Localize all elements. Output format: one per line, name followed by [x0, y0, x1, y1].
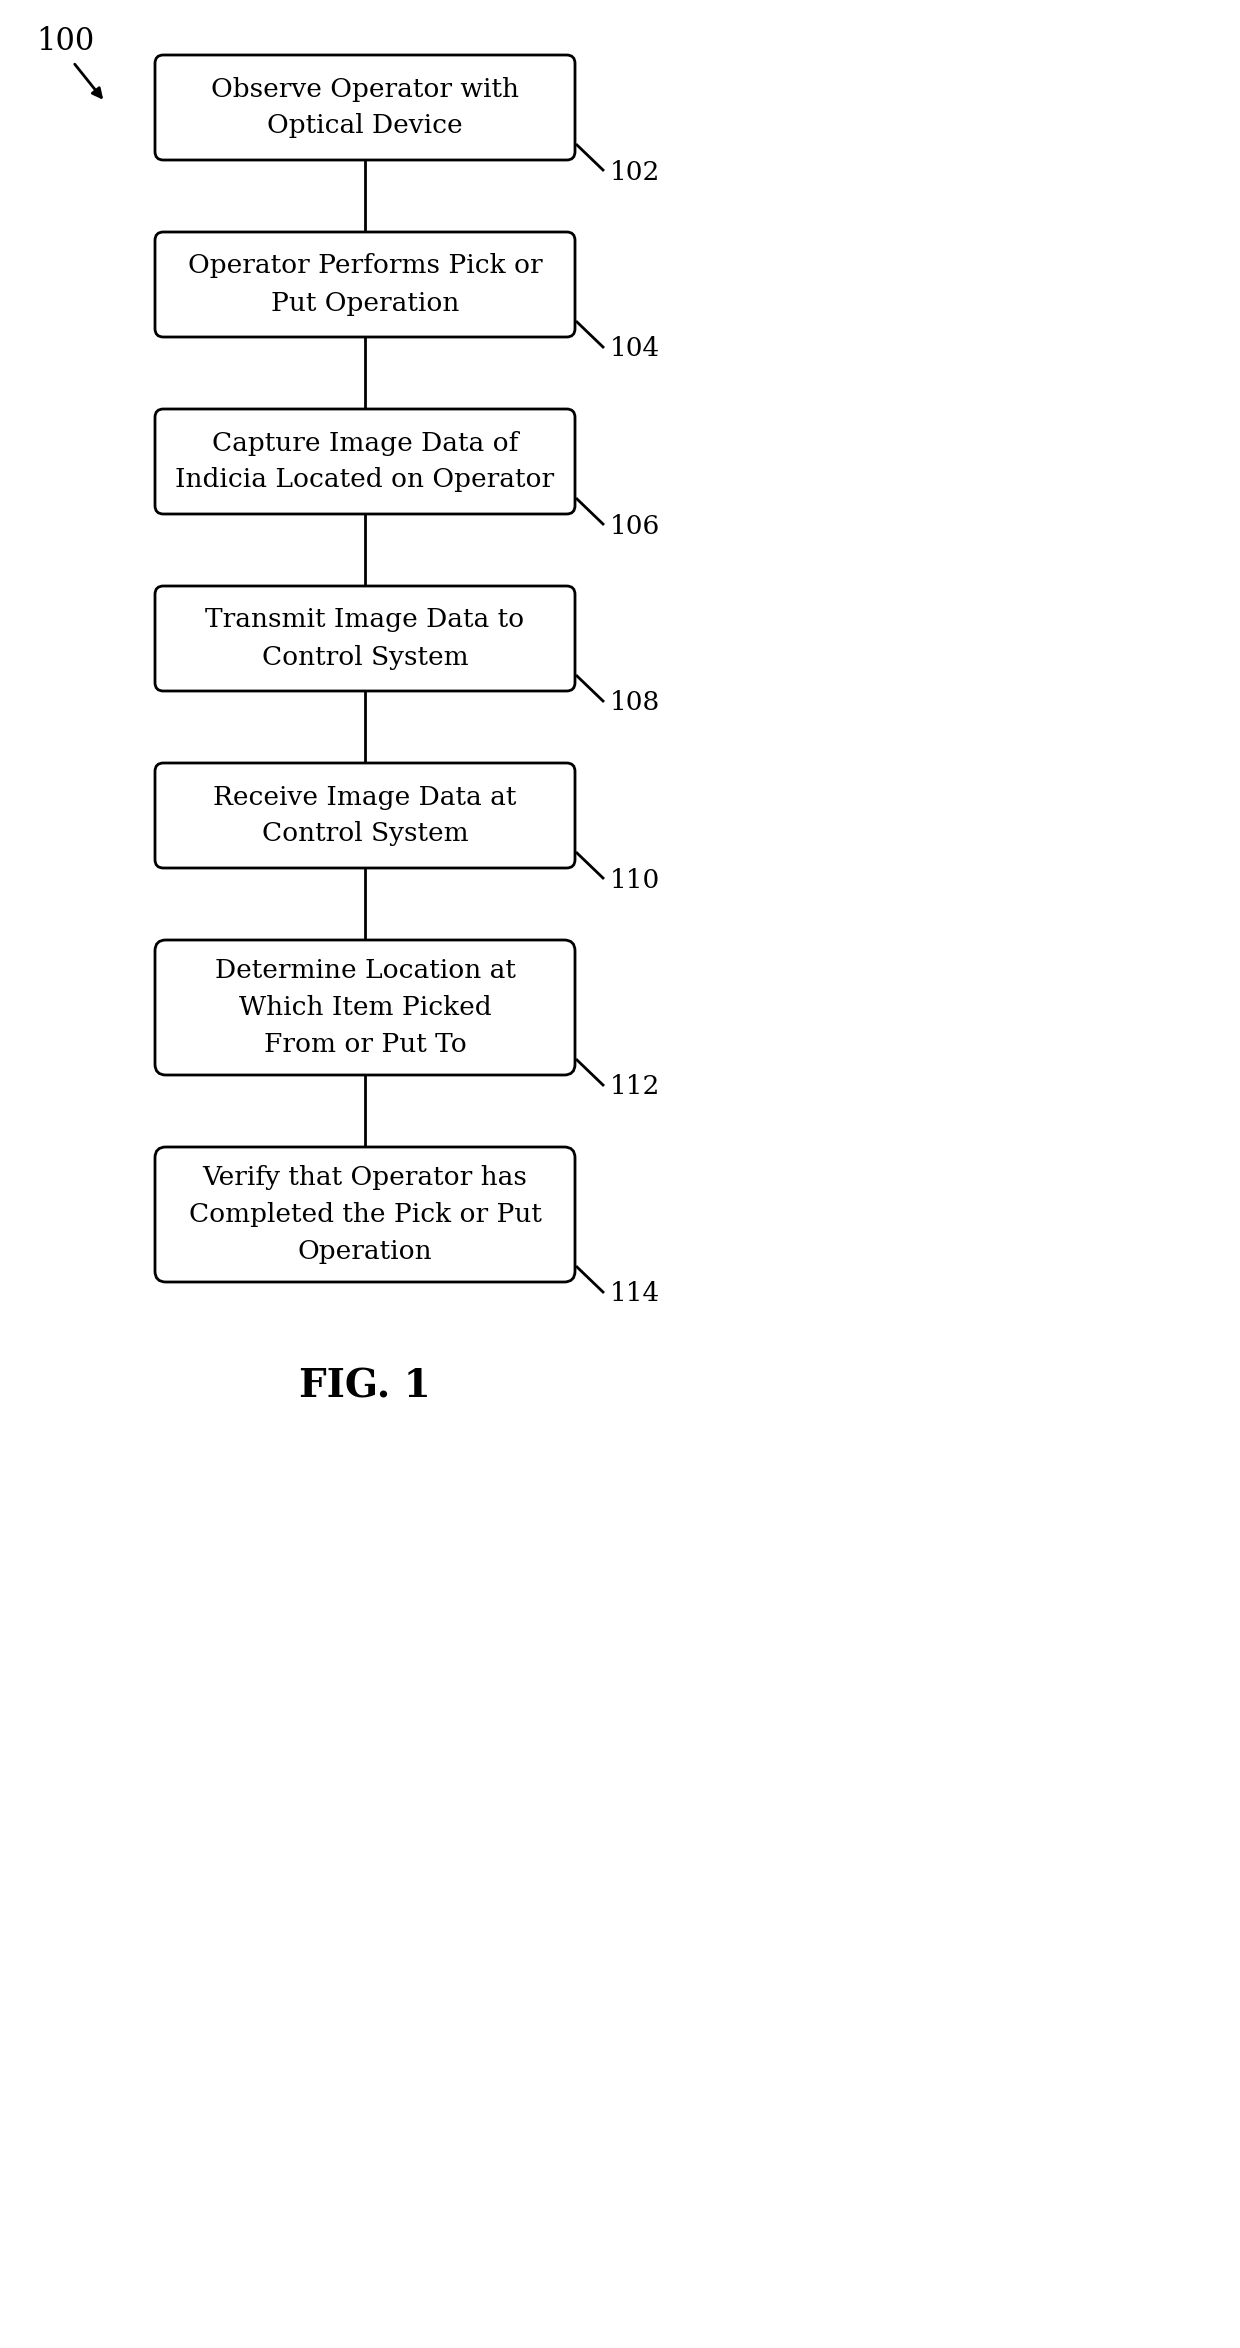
Text: Capture Image Data of
Indicia Located on Operator: Capture Image Data of Indicia Located on…: [175, 430, 554, 493]
Text: Verify that Operator has
Completed the Pick or Put
Operation: Verify that Operator has Completed the P…: [188, 1165, 542, 1263]
FancyBboxPatch shape: [155, 939, 575, 1075]
Text: 108: 108: [610, 690, 660, 716]
Text: Transmit Image Data to
Control System: Transmit Image Data to Control System: [206, 608, 525, 669]
Text: Observe Operator with
Optical Device: Observe Operator with Optical Device: [211, 77, 520, 139]
FancyBboxPatch shape: [155, 54, 575, 160]
FancyBboxPatch shape: [155, 409, 575, 514]
Text: Receive Image Data at
Control System: Receive Image Data at Control System: [213, 784, 517, 848]
Text: Operator Performs Pick or
Put Operation: Operator Performs Pick or Put Operation: [187, 254, 542, 315]
Text: 104: 104: [610, 336, 660, 362]
Text: 106: 106: [610, 514, 660, 538]
Text: 110: 110: [610, 866, 660, 892]
FancyBboxPatch shape: [155, 763, 575, 869]
FancyBboxPatch shape: [155, 587, 575, 690]
Text: FIG. 1: FIG. 1: [299, 1369, 430, 1406]
Text: 114: 114: [610, 1282, 660, 1305]
FancyBboxPatch shape: [155, 1148, 575, 1282]
Text: 112: 112: [610, 1075, 661, 1099]
Text: 100: 100: [36, 26, 94, 56]
Text: 102: 102: [610, 160, 661, 185]
Text: Determine Location at
Which Item Picked
From or Put To: Determine Location at Which Item Picked …: [215, 958, 516, 1057]
FancyBboxPatch shape: [155, 232, 575, 338]
